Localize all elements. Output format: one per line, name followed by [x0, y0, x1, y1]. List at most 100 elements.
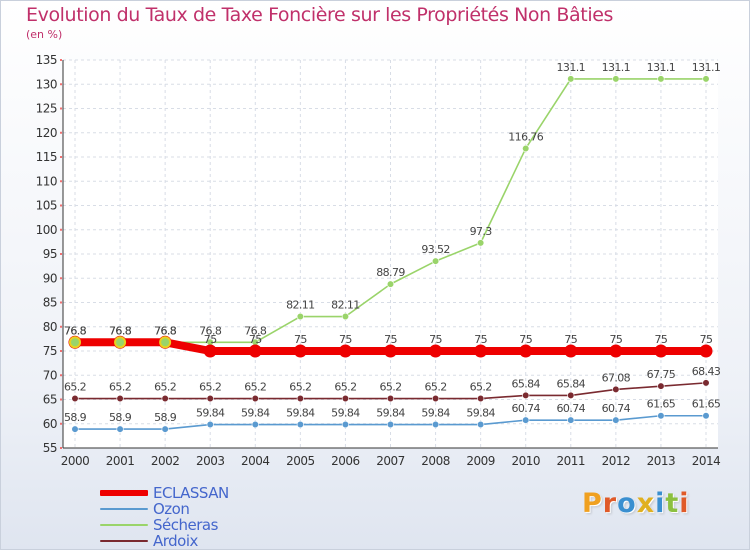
data-label: 76.8	[154, 324, 177, 337]
chart-title: Evolution du Taux de Taxe Foncière sur l…	[26, 4, 614, 26]
data-point	[71, 394, 79, 403]
data-label: 65.2	[334, 381, 356, 394]
data-point	[654, 344, 668, 358]
data-label: 75	[429, 333, 442, 346]
legend-label-ardoix: Ardoix	[153, 532, 198, 550]
data-point	[296, 312, 304, 321]
data-label: 75	[339, 333, 352, 346]
data-label: 58.9	[154, 411, 177, 424]
data-point	[293, 344, 307, 358]
data-label: 67.08	[602, 371, 631, 384]
y-tick-label: 130	[36, 77, 57, 91]
data-point	[431, 420, 440, 429]
data-point	[702, 379, 710, 387]
x-tick-label: 2008	[421, 454, 450, 468]
data-label: 61.65	[647, 398, 676, 411]
data-label: 75	[655, 333, 668, 346]
data-label: 75	[519, 333, 532, 346]
data-point	[431, 394, 440, 403]
x-tick-label: 2004	[241, 454, 270, 468]
data-label: 75	[564, 333, 577, 346]
x-tick-label: 2006	[331, 454, 360, 468]
x-tick-label: 2005	[286, 454, 315, 468]
y-unit-label: (en %)	[26, 28, 63, 41]
data-label: 75	[474, 333, 487, 346]
data-point	[657, 382, 665, 390]
data-label: 65.84	[511, 377, 540, 390]
data-label: 65.2	[199, 381, 221, 394]
data-label: 59.84	[421, 407, 450, 420]
y-tick-label: 135	[36, 53, 57, 67]
data-point	[206, 420, 214, 429]
logo-letter: i	[655, 488, 666, 519]
data-point	[477, 420, 485, 429]
data-point	[296, 420, 304, 429]
legend-item-ardoix: Ardoix	[100, 532, 300, 550]
data-label: 76.8	[64, 324, 87, 337]
data-label: 59.84	[241, 407, 270, 420]
data-point	[477, 239, 485, 247]
x-tick-label: 2009	[466, 454, 495, 468]
data-point	[69, 336, 81, 349]
data-label: 131.1	[602, 61, 631, 74]
data-point	[612, 416, 620, 424]
data-label: 59.84	[376, 407, 405, 420]
data-point	[341, 420, 350, 429]
data-point	[341, 394, 350, 403]
data-label: 61.65	[692, 398, 721, 411]
legend-label-ozon: Ozon	[153, 500, 190, 518]
y-tick-label: 120	[36, 126, 57, 140]
data-label: 65.84	[557, 377, 586, 390]
data-label: 131.1	[557, 61, 586, 74]
legend-swatch-ozon	[100, 508, 148, 510]
legend-label-eclassan: ECLASSAN	[153, 484, 229, 502]
data-point	[251, 420, 259, 429]
data-point	[384, 344, 397, 358]
data-point	[612, 75, 620, 83]
x-tick-label: 2003	[196, 454, 225, 468]
x-tick-label: 2001	[106, 454, 135, 468]
data-point	[161, 425, 169, 433]
data-label: 59.84	[196, 407, 225, 420]
x-tick-label: 2007	[376, 454, 405, 468]
x-tick-label: 2013	[647, 454, 676, 468]
data-label: 65.2	[154, 381, 176, 394]
data-point	[699, 344, 713, 358]
data-label: 60.74	[511, 402, 540, 415]
data-point	[431, 257, 440, 265]
y-tick-label: 65	[43, 393, 57, 407]
data-point	[567, 416, 575, 424]
data-point	[522, 391, 530, 400]
y-tick-label: 100	[36, 223, 57, 237]
data-point	[519, 344, 533, 358]
data-point	[338, 344, 352, 358]
data-label: 76.8	[199, 324, 222, 337]
data-point	[477, 394, 485, 403]
data-label: 60.74	[602, 402, 631, 415]
data-label: 65.2	[289, 381, 311, 394]
data-label: 82.11	[286, 299, 315, 312]
data-point	[612, 385, 620, 394]
data-point	[251, 394, 259, 403]
logo-letter: P	[582, 488, 603, 519]
data-point	[159, 336, 172, 349]
logo-letter: x	[636, 488, 656, 519]
data-label: 75	[609, 333, 622, 346]
data-point	[206, 394, 214, 403]
data-point	[386, 280, 395, 288]
data-label: 65.2	[425, 381, 447, 394]
data-point	[567, 75, 575, 83]
data-label: 59.84	[331, 407, 360, 420]
legend-swatch-eclassan	[100, 490, 148, 496]
legend-swatch-secheras	[100, 524, 148, 526]
logo-letter: i	[679, 488, 690, 519]
data-label: 75	[249, 333, 262, 346]
data-label: 67.75	[647, 368, 676, 381]
y-tick-label: 125	[36, 102, 57, 116]
data-label: 65.2	[244, 381, 266, 394]
data-label: 65.2	[109, 381, 131, 394]
x-tick-label: 2002	[151, 454, 180, 468]
x-tick-label: 2012	[602, 454, 631, 468]
y-tick-label: 75	[43, 344, 57, 358]
data-label: 60.74	[557, 402, 586, 415]
